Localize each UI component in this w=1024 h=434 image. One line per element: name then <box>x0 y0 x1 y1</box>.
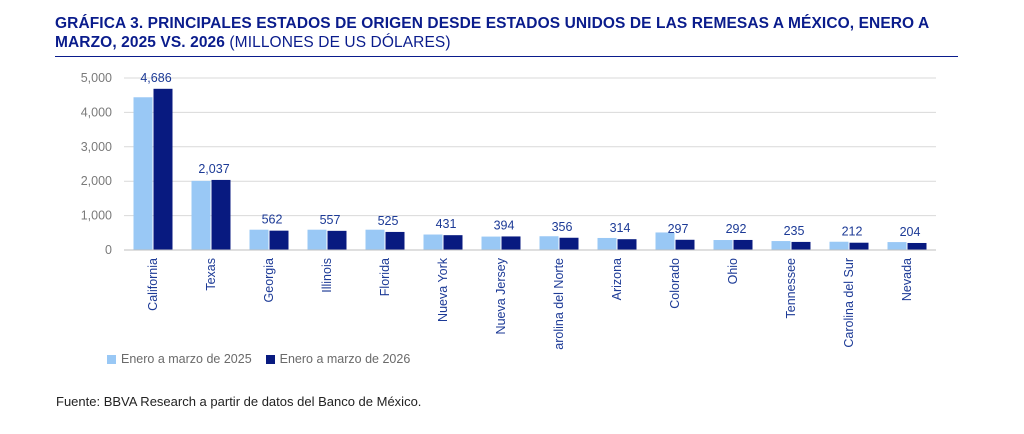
bar-2026 <box>791 241 811 250</box>
bar-2025 <box>365 229 385 250</box>
bar-2026 <box>385 231 405 250</box>
legend-swatch-2025 <box>107 354 116 364</box>
data-label: 356 <box>552 220 573 234</box>
data-label: 394 <box>494 218 515 232</box>
data-label: 212 <box>842 225 863 239</box>
bar-2025 <box>249 229 269 250</box>
bar-chart: 0 1,000 2,000 3,000 4,000 5,000 4,686 Californi… <box>81 71 936 350</box>
data-label: 297 <box>668 222 689 236</box>
category-label: Ohio <box>726 258 740 284</box>
bar-2026 <box>617 239 637 250</box>
bar-2026 <box>733 239 753 250</box>
bar-2025 <box>713 240 733 250</box>
chart-subtitle: (MILLONES DE US DÓLARES) <box>229 34 451 51</box>
category-label: Colorado <box>668 258 682 309</box>
bar-2025 <box>597 237 617 250</box>
category-label: Arizona <box>610 258 624 300</box>
category-label: Florida <box>378 258 392 296</box>
y-tick-label: 3,000 <box>81 140 112 154</box>
legend-item-2026: Enero a marzo de 2026 <box>265 352 411 366</box>
category-label: Tennessee <box>784 258 798 319</box>
category-label: Carolina del Sur <box>842 258 856 348</box>
category-label: Texas <box>204 258 218 291</box>
data-label: 525 <box>378 214 399 228</box>
bar-2026 <box>211 179 231 250</box>
bar-2025 <box>539 236 559 250</box>
data-label: 292 <box>726 222 747 236</box>
y-tick-label: 2,000 <box>81 174 112 188</box>
bar-2025 <box>307 229 327 250</box>
category-label: Georgia <box>262 258 276 303</box>
category-label: Nueva Jersey <box>494 257 508 334</box>
bar-2026 <box>907 242 927 250</box>
data-label: 314 <box>610 221 631 235</box>
legend-label-2026: Enero a marzo de 2026 <box>279 352 411 366</box>
y-tick-label: 4,000 <box>81 105 112 119</box>
bar-2026 <box>559 237 579 250</box>
bar-2026 <box>443 235 463 250</box>
title-divider <box>55 56 958 57</box>
category-label: Nueva York <box>436 257 450 322</box>
bar-2025 <box>423 234 443 250</box>
data-label: 204 <box>900 225 921 239</box>
legend-swatch-2026 <box>265 354 275 364</box>
bar-2025 <box>771 241 791 250</box>
bar-2025 <box>829 241 849 250</box>
bar-2025 <box>655 232 675 250</box>
data-label: 562 <box>262 213 283 227</box>
bar-2025 <box>133 97 153 250</box>
bar-2026 <box>675 239 695 250</box>
data-label: 2,037 <box>198 162 229 176</box>
chart-legend: Enero a marzo de 2025 Enero a marzo de 2… <box>107 352 410 366</box>
legend-item-2025: Enero a marzo de 2025 <box>107 352 252 366</box>
bar-2026 <box>153 88 173 250</box>
bar-2026 <box>327 230 347 250</box>
data-label: 431 <box>436 217 457 231</box>
category-label: Nevada <box>900 258 914 301</box>
bar-2025 <box>481 236 501 250</box>
bar-2026 <box>849 242 869 250</box>
data-label: 557 <box>320 213 341 227</box>
y-tick-label: 5,000 <box>81 71 112 85</box>
data-label: 4,686 <box>140 71 171 85</box>
data-label: 235 <box>784 224 805 238</box>
y-tick-label: 0 <box>105 243 112 257</box>
category-label: Illinois <box>320 258 334 293</box>
legend-label-2025: Enero a marzo de 2025 <box>121 352 252 366</box>
bar-2026 <box>269 230 289 250</box>
bar-2025 <box>191 180 211 250</box>
category-label: California <box>146 258 160 311</box>
y-tick-label: 1,000 <box>81 209 112 223</box>
bar-2025 <box>887 242 907 250</box>
chart-title: GRÁFICA 3. PRINCIPALES ESTADOS DE ORIGEN… <box>55 14 965 52</box>
source-note: Fuente: BBVA Research a partir de datos … <box>56 394 422 409</box>
bar-2026 <box>501 236 521 250</box>
category-label: Carolina del Norte <box>552 258 566 350</box>
chart-title-main: GRÁFICA 3. PRINCIPALES ESTADOS DE ORIGEN… <box>55 15 929 51</box>
